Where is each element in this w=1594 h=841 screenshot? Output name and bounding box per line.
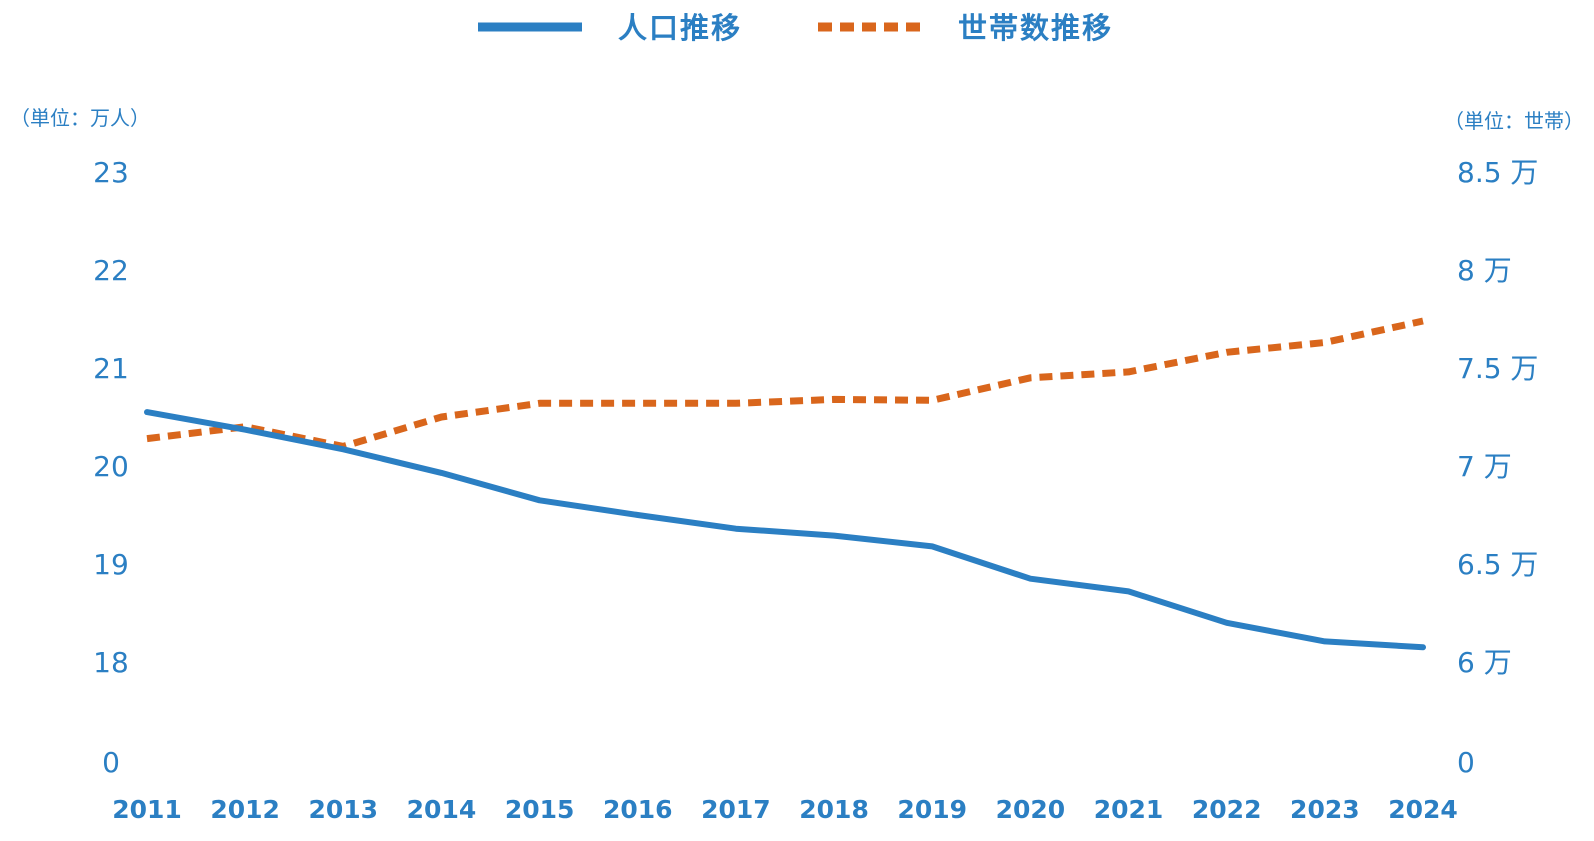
x-axis-tick-label: 2019	[897, 795, 967, 824]
x-axis-tick-label: 2021	[1094, 795, 1164, 824]
x-axis-tick-label: 2023	[1290, 795, 1360, 824]
population-series-line	[144, 409, 1426, 651]
right-axis-tick-label: 0	[1457, 746, 1475, 779]
left-axis-tick-label: 0	[102, 746, 120, 779]
left-axis-tick-label: 18	[93, 646, 129, 679]
x-axis-tick-label: 2017	[701, 795, 771, 824]
right-axis-tick-label: 8 万	[1457, 254, 1512, 287]
left-axis-tick-label: 23	[93, 156, 129, 189]
x-axis-tick-label: 2013	[309, 795, 379, 824]
right-axis-tick-label: 6.5 万	[1457, 548, 1538, 581]
x-axis-tick-label: 2018	[799, 795, 869, 824]
right-axis-ticks: 0 6 万 6.5 万 7 万 7.5 万 8 万 8.5 万	[1457, 156, 1538, 779]
left-axis-unit-label: （単位：万人）	[10, 106, 150, 130]
left-axis-ticks: 0 18 19 20 21 22 23	[93, 156, 129, 779]
x-axis-tick-label: 2012	[210, 795, 280, 824]
x-axis-tick-label: 2020	[996, 795, 1066, 824]
x-axis-tick-label: 2015	[505, 795, 575, 824]
series-layer	[144, 317, 1426, 651]
x-axis-tick-label: 2016	[603, 795, 673, 824]
right-axis-tick-label: 8.5 万	[1457, 156, 1538, 189]
right-axis-tick-label: 6 万	[1457, 646, 1512, 679]
left-axis-tick-label: 21	[93, 352, 129, 385]
legend-label-households: 世帯数推移	[958, 11, 1113, 45]
x-axis-tick-label: 2022	[1192, 795, 1262, 824]
households-series-line	[146, 317, 1424, 450]
x-axis-tick-label: 2014	[407, 795, 477, 824]
left-axis-tick-label: 22	[93, 254, 129, 287]
x-axis-tick-label: 2011	[112, 795, 182, 824]
right-axis-tick-label: 7.5 万	[1457, 352, 1538, 385]
left-axis-tick-label: 20	[93, 450, 129, 483]
left-axis-tick-label: 19	[93, 548, 129, 581]
x-axis-tick-label: 2024	[1388, 795, 1458, 824]
right-axis-unit-label: （単位：世帯）	[1444, 109, 1584, 133]
legend: 人口推移 世帯数推移	[478, 11, 1113, 45]
x-axis-ticks: 2011 2012 2013 2014 2015 2016 2017 2018 2019 2020…	[112, 795, 1458, 824]
right-axis-tick-label: 7 万	[1457, 450, 1512, 483]
legend-label-population: 人口推移	[618, 11, 742, 45]
